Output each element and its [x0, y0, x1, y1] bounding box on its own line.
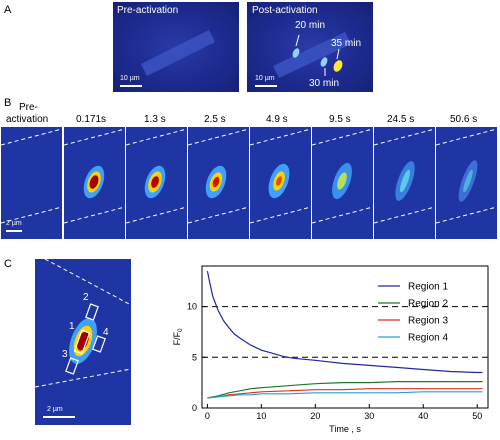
y-tick-label: 5 [192, 352, 197, 362]
pre-activation-micrograph: Pre-activation 10 µm [113, 2, 239, 92]
y-tick-label: 10 [187, 302, 197, 312]
pre-activation-label-line2: activation [6, 114, 49, 125]
x-axis-label: Time , s [329, 424, 361, 434]
time-tile-5 [312, 127, 373, 239]
time-tile-4 [250, 127, 311, 239]
legend-label: Region 2 [408, 299, 448, 310]
time-tile-6 [374, 127, 435, 239]
chart-series-group [206, 270, 483, 399]
panel-label-b: B [4, 97, 12, 109]
x-tick-label: 0 [205, 411, 210, 421]
annotation-20-min: 20 min [295, 20, 326, 31]
annotation-35-min: 35 min [331, 38, 362, 49]
tile-boundaries [374, 128, 435, 224]
x-tick-label: 50 [472, 411, 482, 421]
x-tick-label: 30 [364, 411, 374, 421]
series-line [207, 388, 483, 399]
time-label: 2.5 s [204, 114, 226, 125]
time-tile-1 [64, 127, 125, 239]
tile-boundaries [312, 128, 373, 224]
x-tick-label: 40 [418, 411, 428, 421]
legend-label: Region 1 [408, 282, 448, 293]
region-number: 2 [83, 292, 89, 303]
chart-legend: Region 1 Region 2 Region 3 Region 4 [378, 282, 448, 344]
region-number: 3 [62, 349, 68, 360]
panel-label-a: A [4, 4, 12, 16]
region-number: 4 [103, 327, 109, 338]
legend-label: Region 4 [408, 333, 448, 344]
tile-boundaries [250, 128, 311, 224]
time-label: 24.5 s [387, 114, 415, 125]
scale-text-a-right: 10 µm [255, 75, 275, 82]
tile-boundaries [188, 128, 249, 224]
series-line [207, 380, 483, 399]
time-tile-7 [436, 127, 497, 239]
series-line [207, 391, 483, 399]
chart-reference-lines [202, 306, 488, 358]
regions-micrograph: 1 2 3 4 2 µm [35, 259, 131, 425]
time-label: 9.5 s [329, 114, 351, 125]
regions-overlay [35, 259, 131, 388]
plot-frame [201, 265, 489, 409]
scale-text-b: 2 µm [6, 220, 22, 227]
y-axis-label: F/F0 [172, 328, 184, 346]
annotation-30-min: 30 min [309, 78, 340, 89]
pre-activation-title: Pre-activation [117, 5, 179, 16]
panel-label-c: C [4, 258, 12, 270]
region-number: 1 [69, 321, 75, 332]
x-tick-label: 20 [310, 411, 320, 421]
post-activation-title: Post-activation [252, 5, 318, 16]
scale-text-c: 2 µm [47, 406, 63, 413]
time-label: 1.3 s [144, 114, 166, 125]
scale-bar-a-left [120, 85, 142, 87]
time-label: 4.9 s [266, 114, 288, 125]
scale-bar-c [43, 416, 75, 418]
scale-bar-b [6, 230, 22, 232]
tile-boundaries [126, 128, 187, 224]
scale-bar-a-right [255, 85, 277, 87]
legend-label: Region 3 [408, 316, 448, 327]
time-label: 0.171s [76, 114, 107, 125]
pre-activation-label-line1: Pre- [19, 102, 38, 113]
scale-text-a-left: 10 µm [120, 75, 140, 82]
tile-boundaries [64, 128, 125, 224]
tile-boundaries [436, 128, 497, 224]
y-axis-label-subscript: 0 [178, 328, 184, 332]
chart-axes: 0 10 20 30 40 50 0 5 10 Time , s F/F0 [172, 265, 489, 434]
time-tile-pre: 2 µm [1, 127, 62, 239]
time-label: 50.6 s [450, 114, 478, 125]
post-activation-micrograph: Post-activation 20 min 35 min 30 min 10 … [247, 2, 373, 92]
time-tile-3 [188, 127, 249, 239]
tile-boundaries [1, 128, 62, 224]
y-tick-label: 0 [192, 403, 197, 413]
time-tile-2 [126, 127, 187, 239]
post-cell-shape [273, 32, 351, 78]
x-tick-label: 10 [256, 411, 266, 421]
series-line [206, 270, 483, 374]
pre-cell-shape [141, 30, 215, 76]
